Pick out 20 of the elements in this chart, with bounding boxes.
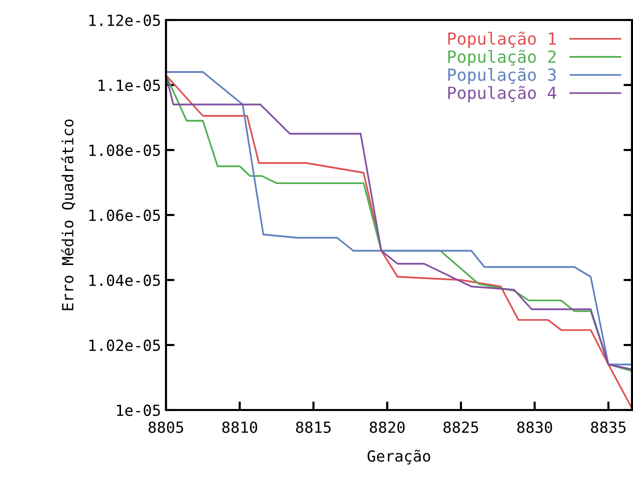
x-axis-title: Geração: [368, 450, 430, 465]
y-tick-label: 1.1e-05: [98, 80, 160, 92]
legend-label: População 3: [448, 68, 556, 84]
y-axis-title: Erro Médio Quadrático: [61, 119, 76, 310]
y-tick-label: 1.08e-05: [89, 144, 160, 156]
legend-label: População 4: [448, 86, 556, 102]
y-tick-label: 1.02e-05: [89, 340, 160, 352]
x-tick-label: 8810: [222, 421, 258, 434]
x-tick-label: 8835: [590, 421, 626, 434]
x-tick-label: 8825: [444, 421, 478, 434]
legend-label: População 1: [448, 32, 556, 48]
y-tick-label: 1.06e-05: [89, 210, 160, 222]
x-tick-label: 8805: [148, 421, 184, 434]
y-tick-label: 1.04e-05: [89, 274, 160, 286]
legend-label: População 2: [448, 50, 556, 66]
y-tick-label: 1e-05: [116, 404, 160, 416]
x-tick-label: 8830: [517, 421, 552, 434]
y-tick-label: 1.12e-05: [89, 14, 160, 26]
x-tick-label: 8820: [370, 421, 405, 434]
x-tick-label: 8815: [296, 421, 331, 434]
